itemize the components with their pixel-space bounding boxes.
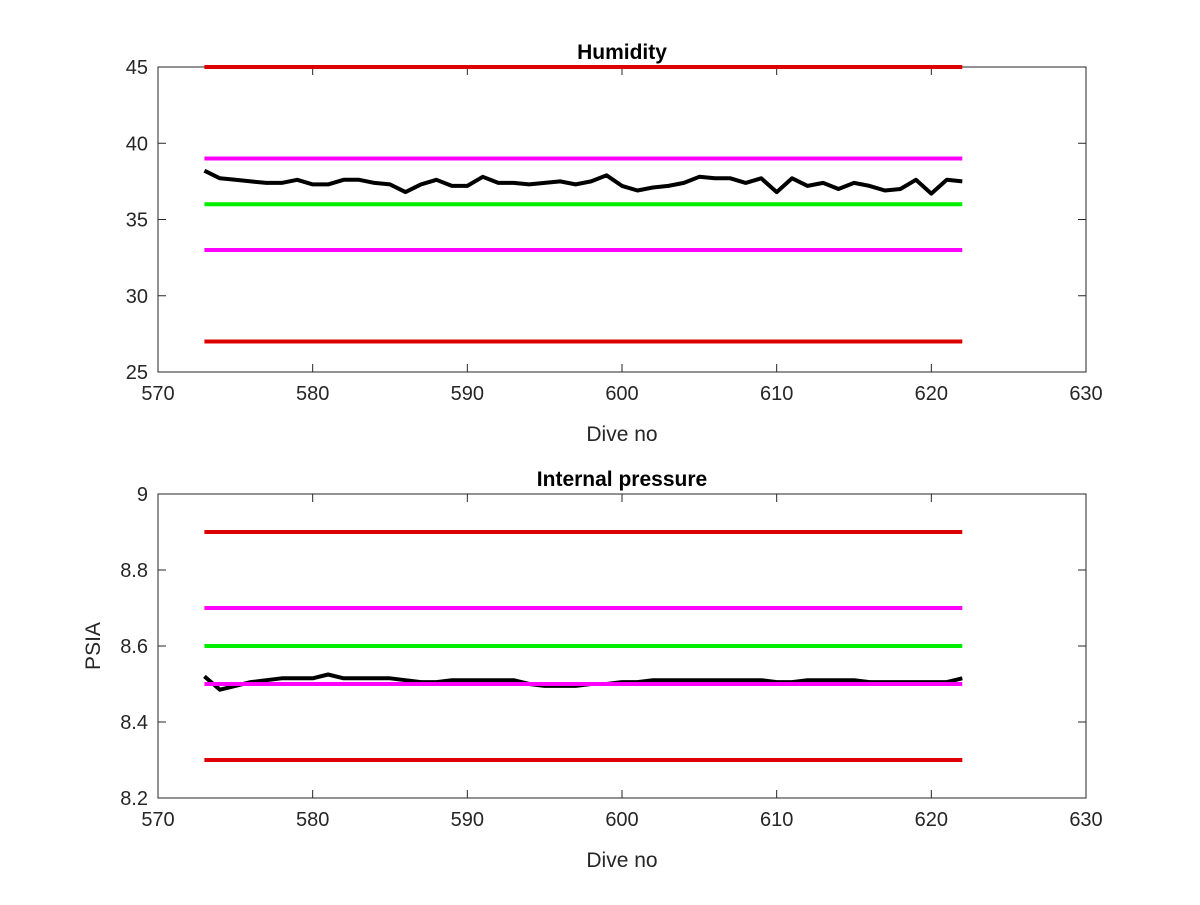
y-tick-label: 40	[126, 133, 148, 155]
y-tick-label: 45	[126, 57, 148, 79]
x-tick-label: 610	[760, 383, 793, 405]
x-tick-label: 580	[296, 383, 329, 405]
y-tick-label: 8.6	[120, 636, 148, 658]
x-tick-label: 600	[605, 383, 638, 405]
x-tick-label: 630	[1069, 809, 1102, 831]
internal-pressure-chart: 570 580 590 600 610 620 630 8.2 8.4 8.6 8.8 9 Intern…	[82, 468, 1103, 872]
x-axis-label: Dive no	[586, 423, 657, 446]
x-tick-label: 600	[605, 809, 638, 831]
x-tick-label: 580	[296, 809, 329, 831]
series-line-5	[203, 168, 963, 196]
x-axis-label: Dive no	[586, 849, 657, 872]
chart-title: Humidity	[577, 41, 667, 64]
x-tick-label: 590	[451, 383, 484, 405]
x-tick-label: 570	[141, 383, 174, 405]
plot-area	[157, 66, 1087, 373]
y-tick-label: 9	[137, 484, 148, 506]
y-axis-label: PSIA	[82, 622, 105, 670]
y-tick-label: 8.8	[120, 560, 148, 582]
y-tick-label: 35	[126, 210, 148, 232]
y-tick-label: 8.2	[120, 788, 148, 810]
y-tick-label: 8.4	[120, 712, 148, 734]
y-tick-label: 30	[126, 286, 148, 308]
x-tick-label: 590	[451, 809, 484, 831]
x-tick-label: 610	[760, 809, 793, 831]
x-tick-label: 630	[1069, 383, 1102, 405]
y-tick-label: 25	[126, 362, 148, 384]
humidity-chart: 570 580 590 600 610 620 630 25 30 35 40 45 Humidity D…	[126, 41, 1103, 446]
chart-title: Internal pressure	[537, 468, 707, 491]
x-tick-label: 620	[915, 809, 948, 831]
x-tick-label: 620	[915, 383, 948, 405]
x-tick-label: 570	[141, 809, 174, 831]
